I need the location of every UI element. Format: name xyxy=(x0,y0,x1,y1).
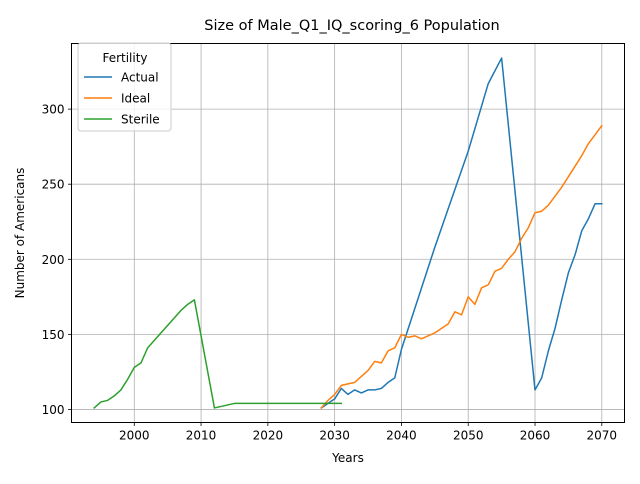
series-line-ideal xyxy=(320,124,603,409)
y-tick-label: 300 xyxy=(42,103,65,117)
x-tick-label: 2030 xyxy=(319,429,350,443)
y-tick-label: 200 xyxy=(42,253,65,267)
x-axis-label: Years xyxy=(331,451,364,465)
y-tick-label: 150 xyxy=(42,328,65,342)
series-lines xyxy=(93,57,603,409)
x-tick-label: 2040 xyxy=(386,429,417,443)
x-tick-label: 2060 xyxy=(520,429,551,443)
y-axis-label: Number of Americans xyxy=(13,168,27,299)
x-tick-label: 2010 xyxy=(186,429,217,443)
series-line-actual xyxy=(320,57,603,409)
legend-label-actual: Actual xyxy=(121,71,159,85)
x-tick-label: 2050 xyxy=(453,429,484,443)
legend-items: Actual Ideal Sterile xyxy=(84,71,160,127)
x-tick-label: 2000 xyxy=(119,429,150,443)
y-tick-label: 250 xyxy=(42,178,65,192)
legend-box xyxy=(77,42,172,132)
chart-title: Size of Male_Q1_IQ_scoring_6 Population xyxy=(204,18,499,34)
legend-label-sterile: Sterile xyxy=(121,113,160,127)
legend-label-ideal: Ideal xyxy=(121,92,150,106)
x-axis: 2000 2010 2020 2030 2040 2050 2060 2070 xyxy=(119,422,618,443)
series-line-sterile xyxy=(93,299,343,409)
x-tick-label: 2070 xyxy=(587,429,618,443)
grid-lines xyxy=(71,43,625,423)
y-tick-label: 100 xyxy=(42,403,65,417)
y-axis: 100 150 200 250 300 xyxy=(42,103,72,417)
legend-title: Fertility xyxy=(102,51,147,65)
x-tick-label: 2020 xyxy=(253,429,284,443)
legend: Fertility Actual Ideal Sterile xyxy=(77,42,172,132)
plot-frame xyxy=(71,43,625,423)
